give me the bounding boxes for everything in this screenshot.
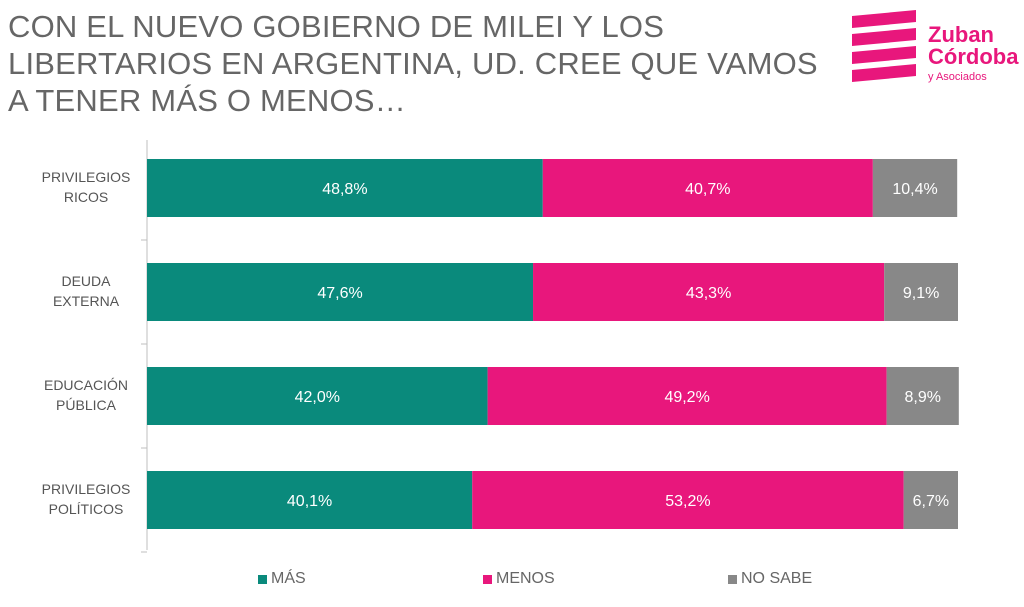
logo-line-3: y Asociados <box>928 71 987 83</box>
category-label: DEUDA EXTERNA <box>53 273 120 309</box>
bar-segment <box>147 471 473 529</box>
legend-swatch <box>483 574 492 584</box>
logo-line-1: Zuban <box>928 22 994 47</box>
category-label: EDUCACIÓN PÚBLICA <box>44 377 128 413</box>
logo-line-2: Córdoba <box>928 44 1019 69</box>
legend-label: NO SABE <box>741 570 813 587</box>
bar-segment <box>872 159 958 217</box>
data-label: 48,8% <box>322 181 367 198</box>
bar-segment <box>542 159 873 217</box>
data-label: 8,9% <box>904 389 940 406</box>
chart-title: CON EL NUEVO GOBIERNO DE MILEI Y LOS LIB… <box>8 9 818 118</box>
category-label-line: PÚBLICA <box>56 397 117 413</box>
category-label-line: PRIVILEGIOS <box>42 169 131 185</box>
category-label-line: POLÍTICOS <box>49 501 124 517</box>
bar-segment <box>147 367 488 425</box>
legend-label: MÁS <box>271 570 306 587</box>
data-label: 6,7% <box>913 493 949 510</box>
category-label-line: RICOS <box>64 189 108 205</box>
data-label: 40,1% <box>287 493 332 510</box>
legend-item: MENOS <box>483 570 555 588</box>
data-label: 10,4% <box>892 181 937 198</box>
data-label: 40,7% <box>685 181 730 198</box>
category-label-line: PRIVILEGIOS <box>42 481 131 497</box>
bar-segment <box>903 471 958 529</box>
data-label: 42,0% <box>295 389 340 406</box>
category-label-line: EXTERNA <box>53 293 120 309</box>
legend-swatch <box>728 574 737 584</box>
data-label: 49,2% <box>664 389 709 406</box>
bar-segment <box>533 263 885 321</box>
stacked-bar-chart: PRIVILEGIOS RICOS 48,8% 40,7% 10,4% DEUDA EXTE… <box>42 140 959 553</box>
data-label: 47,6% <box>317 285 362 302</box>
brand-logo: Zuban Córdoba y Asociados <box>848 8 1018 88</box>
category-label-line: EDUCACIÓN <box>44 377 128 393</box>
data-label: 9,1% <box>903 285 939 302</box>
logo-wordmark: Zuban Córdoba <box>928 24 1018 68</box>
category-label: PRIVILEGIOS POLÍTICOS <box>42 481 131 517</box>
bar-segment <box>147 159 543 217</box>
category-label-line: DEUDA <box>61 273 111 289</box>
legend-item: NO SABE <box>728 570 812 588</box>
legend-label: MENOS <box>496 570 555 587</box>
data-label: 43,3% <box>686 285 731 302</box>
legend: MÁS MENOS NO SABE <box>0 570 1024 594</box>
bar-segment <box>886 367 959 425</box>
data-label: 53,2% <box>665 493 710 510</box>
legend-swatch <box>258 574 267 584</box>
legend-item: MÁS <box>258 570 306 588</box>
bar-segment <box>487 367 887 425</box>
category-label: PRIVILEGIOS RICOS <box>42 169 131 205</box>
bar-segment <box>147 263 534 321</box>
bar-segment <box>884 263 958 321</box>
logo-stripes-icon <box>852 10 916 82</box>
bar-segment <box>472 471 904 529</box>
